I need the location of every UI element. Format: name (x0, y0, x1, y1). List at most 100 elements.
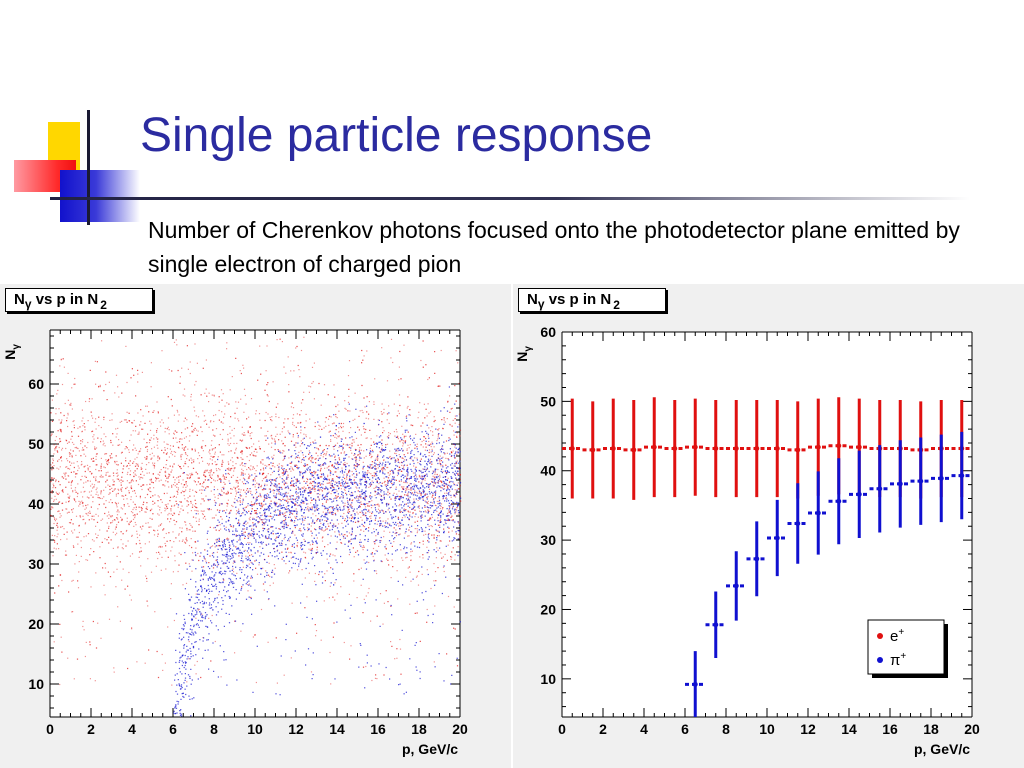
scatter-point-electron (309, 492, 311, 494)
scatter-point-electron (310, 482, 312, 485)
scatter-point-electron (180, 467, 182, 470)
scatter-point-electron (102, 567, 104, 569)
scatter-point-electron (139, 450, 141, 452)
scatter-point-electron (351, 517, 353, 520)
scatter-point-electron (455, 502, 457, 504)
scatter-point-electron (200, 426, 202, 428)
scatter-point-electron (163, 528, 165, 530)
scatter-point-electron (188, 658, 190, 660)
scatter-point-electron (373, 475, 375, 477)
scatter-point-electron (177, 446, 180, 448)
scatter-point-electron (215, 464, 217, 466)
scatter-point-electron (91, 398, 93, 400)
scatter-point-electron (218, 419, 220, 421)
scatter-point-electron (116, 472, 119, 474)
scatter-point-electron (425, 443, 427, 445)
scatter-point-electron (313, 470, 315, 472)
scatter-point-electron (83, 453, 85, 455)
scatter-point-electron (122, 468, 124, 470)
scatter-point-electron (338, 436, 340, 438)
scatter-point-electron (305, 487, 307, 490)
scatter-point-electron (231, 376, 233, 378)
scatter-point-electron (296, 546, 298, 548)
scatter-point-electron (356, 465, 358, 467)
scatter-point-electron (382, 466, 384, 468)
scatter-point-electron (57, 510, 59, 513)
scatter-point-electron (425, 446, 427, 448)
scatter-point-electron (181, 531, 183, 533)
scatter-point-electron (312, 485, 314, 487)
scatter-point-electron (397, 438, 399, 440)
scatter-point-electron (238, 488, 240, 490)
scatter-point-electron (394, 435, 396, 437)
scatter-point-electron (128, 490, 130, 492)
scatter-point-electron (58, 510, 60, 512)
scatter-point-electron (331, 478, 333, 480)
scatter-point-electron (427, 378, 429, 381)
scatter-point-electron (373, 401, 375, 403)
scatter-point-electron (271, 465, 273, 467)
scatter-point-electron (226, 509, 228, 511)
scatter-point-electron (266, 475, 268, 477)
scatter-point-electron (413, 498, 415, 500)
scatter-point-electron (158, 480, 160, 482)
scatter-point-electron (117, 444, 119, 446)
scatter-point-electron (177, 411, 179, 413)
scatter-point-electron (146, 455, 148, 458)
scatter-point-electron (121, 476, 123, 478)
scatter-point-electron (296, 481, 298, 483)
scatter-point-electron (445, 497, 447, 499)
scatter-point-electron (187, 474, 189, 476)
scatter-point-electron (56, 522, 58, 524)
scatter-point-electron (374, 543, 376, 545)
scatter-point-electron (106, 515, 108, 517)
scatter-point-electron (188, 545, 191, 547)
scatter-point-electron (290, 462, 292, 464)
scatter-point-electron (396, 493, 398, 495)
scatter-point-electron (70, 471, 72, 473)
scatter-point-electron (399, 511, 401, 513)
scatter-point-electron (114, 392, 116, 394)
scatter-point-electron (357, 513, 359, 515)
scatter-point-electron (258, 495, 260, 497)
scatter-point-electron (53, 522, 55, 525)
scatter-point-electron (156, 428, 158, 430)
scatter-point-electron (348, 471, 350, 474)
scatter-point-electron (216, 470, 218, 472)
scatter-point-electron (378, 517, 381, 519)
scatter-point-electron (113, 489, 115, 491)
scatter-point-electron (183, 541, 186, 543)
scatter-point-electron (100, 467, 102, 469)
scatter-point-electron (141, 507, 143, 510)
scatter-point-electron (113, 519, 116, 521)
scatter-point-electron (423, 534, 425, 536)
scatter-point-electron (396, 532, 398, 534)
scatter-point-electron (427, 540, 429, 542)
scatter-point-electron (165, 550, 167, 552)
scatter-point-electron (87, 533, 90, 535)
scatter-point-electron (148, 489, 150, 491)
scatter-point-electron (247, 590, 249, 592)
scatter-point-electron (221, 459, 224, 461)
scatter-point-electron (452, 419, 454, 421)
scatter-point-electron (274, 479, 276, 481)
scatter-point-electron (145, 507, 147, 510)
scatter-point-electron (247, 584, 249, 586)
scatter-point-electron (82, 519, 84, 521)
scatter-point-electron (363, 526, 366, 528)
scatter-point-electron (87, 480, 89, 482)
scatter-point-electron (260, 427, 262, 429)
scatter-point-electron (269, 467, 271, 469)
scatter-point-electron (223, 454, 225, 456)
scatter-point-electron (96, 487, 98, 489)
scatter-point-electron (303, 336, 305, 338)
scatter-point-electron (423, 439, 425, 441)
scatter-point-electron (322, 511, 324, 513)
scatter-point-electron (331, 490, 333, 492)
scatter-point-electron (409, 603, 411, 605)
scatter-point-electron (108, 458, 110, 461)
scatter-point-electron (234, 488, 236, 490)
scatter-point-electron (115, 436, 117, 438)
scatter-point-electron (179, 466, 181, 468)
scatter-point-electron (375, 487, 377, 489)
